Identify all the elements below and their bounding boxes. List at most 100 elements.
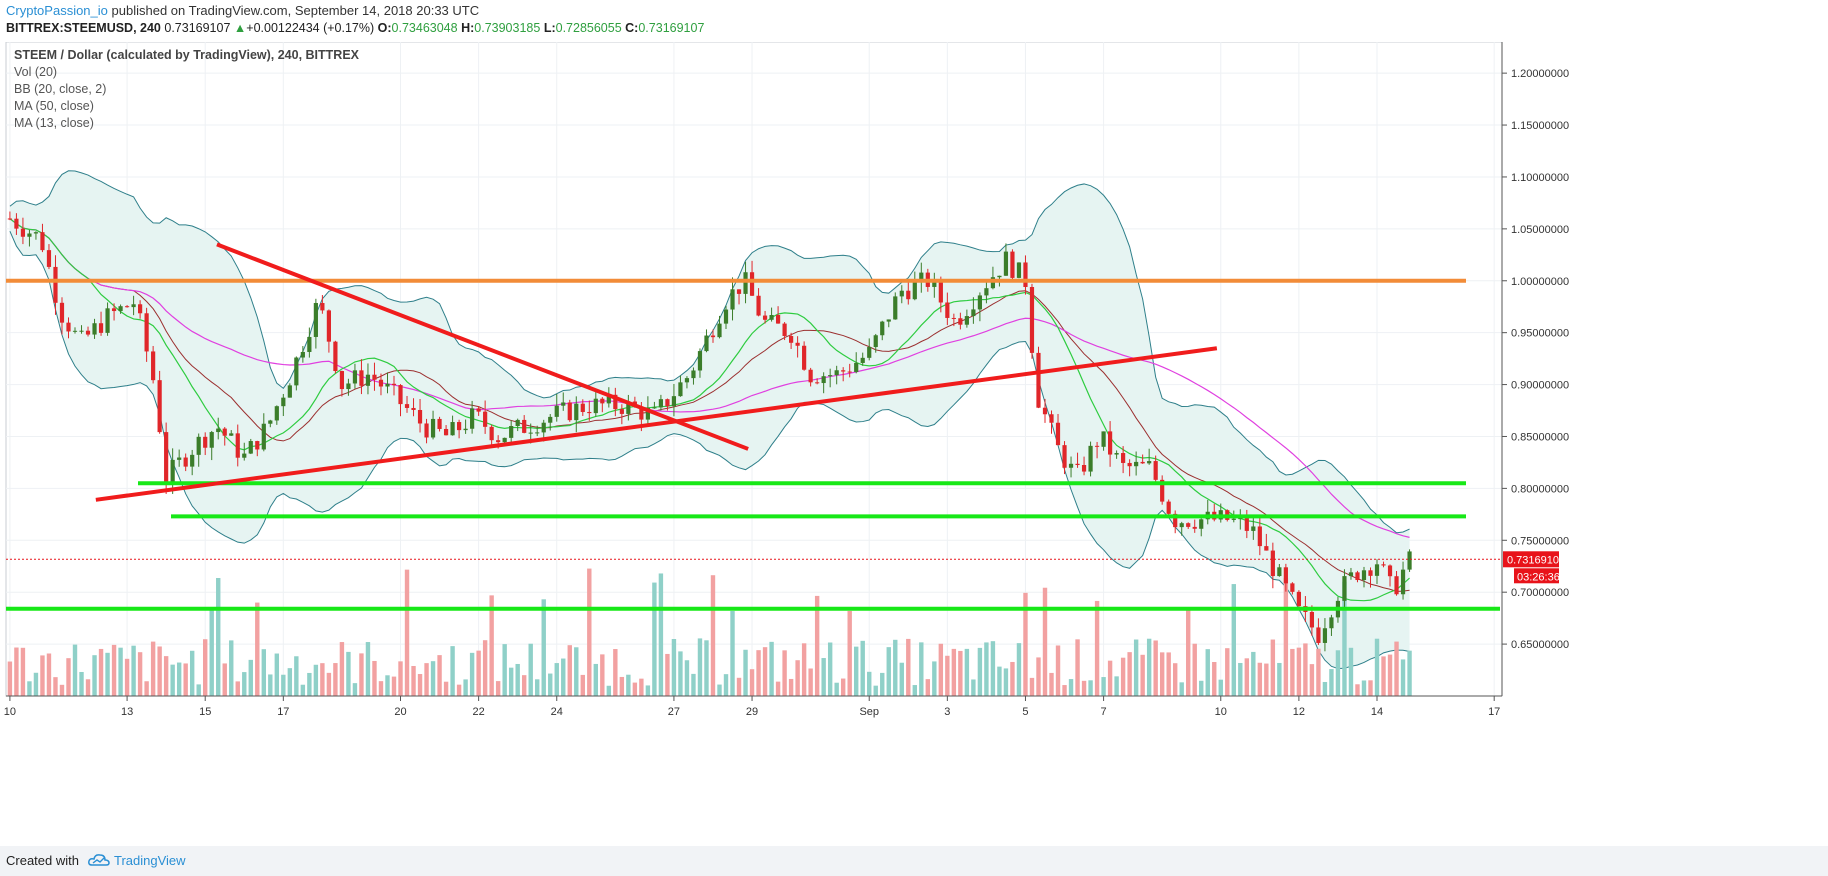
volume-bar xyxy=(730,610,735,696)
candle-body xyxy=(1394,576,1399,595)
volume-bar xyxy=(1309,664,1315,696)
countdown-tag xyxy=(1514,568,1559,584)
price-chart[interactable]: 1.20000000 1.15000000 1.10000000 1.05000000… xyxy=(0,42,1828,846)
volume-bar xyxy=(229,640,234,696)
candle-body xyxy=(66,322,71,332)
candle-body xyxy=(124,306,130,308)
candle-body xyxy=(456,422,462,431)
red-trend-line[interactable] xyxy=(95,346,1218,502)
candle-body xyxy=(704,335,709,352)
volume-bar xyxy=(958,650,963,696)
volume-bar xyxy=(847,610,852,696)
volume-bar xyxy=(144,681,149,696)
y-tick-label: 0.65000000 xyxy=(1511,639,1569,651)
volume-bar xyxy=(469,652,475,696)
volume-bar xyxy=(1264,663,1269,696)
x-tick-label: 27 xyxy=(668,706,680,718)
volume-bar xyxy=(652,582,657,696)
candle-body xyxy=(821,376,826,384)
volume-bar xyxy=(1146,638,1152,696)
candle-body xyxy=(762,315,768,320)
close-value: 0.73169107 xyxy=(638,21,705,35)
volume-bar xyxy=(684,660,690,696)
candle-body xyxy=(105,308,110,333)
drawn-lines[interactable] xyxy=(6,242,1500,611)
volume-bar xyxy=(1179,682,1184,696)
volume-bar xyxy=(274,653,280,696)
volume-bar xyxy=(834,682,839,696)
volume-bar xyxy=(541,599,546,696)
candle-body xyxy=(430,418,436,438)
volume-bar xyxy=(912,685,917,696)
candle-body xyxy=(398,385,403,405)
candle-body xyxy=(841,370,846,372)
volume-bar xyxy=(59,684,65,696)
x-tick-label: 24 xyxy=(551,706,563,718)
publisher-link[interactable]: CryptoPassion_io xyxy=(6,3,108,18)
candle-body xyxy=(1049,414,1054,423)
x-tick-label: 20 xyxy=(394,706,406,718)
candle-body xyxy=(574,403,579,421)
volume-bar xyxy=(1088,680,1093,696)
candle-body xyxy=(815,382,820,384)
tradingview-cloud-icon xyxy=(88,854,110,866)
volume-bar xyxy=(1277,662,1282,696)
candle-body xyxy=(131,304,136,308)
candle-body xyxy=(899,290,904,297)
candle-body xyxy=(320,302,325,311)
candle-body xyxy=(1121,453,1126,463)
volume-bar xyxy=(580,674,585,696)
candle-body xyxy=(203,436,208,448)
x-tick-label: 22 xyxy=(473,706,485,718)
candle-body xyxy=(1348,572,1354,577)
volume-bar xyxy=(320,663,325,696)
candle-body xyxy=(72,330,78,332)
volume-bar xyxy=(1186,607,1191,696)
candle-body xyxy=(274,406,279,421)
volume-bar xyxy=(600,654,605,696)
legend-bollinger[interactable]: BB (20, close, 2) xyxy=(14,82,106,96)
volume-bar xyxy=(53,677,58,696)
volume-bars xyxy=(7,568,1412,696)
candle-body xyxy=(190,454,195,467)
candle-body xyxy=(144,313,149,352)
volume-bar xyxy=(40,655,45,696)
legend-ma13[interactable]: MA (13, close) xyxy=(14,116,94,130)
y-tick-label: 0.80000000 xyxy=(1511,483,1569,495)
volume-bar xyxy=(1218,679,1223,696)
volume-bar xyxy=(743,649,748,696)
volume-bar xyxy=(163,656,169,696)
candle-body xyxy=(248,441,253,454)
volume-bar xyxy=(437,655,442,696)
red-trend-line[interactable] xyxy=(216,242,749,451)
moving-averages xyxy=(9,218,1410,602)
volume-bar xyxy=(170,664,175,696)
volume-bar xyxy=(658,573,664,696)
volume-bar xyxy=(788,678,794,696)
volume-bar xyxy=(554,663,559,696)
candle-body xyxy=(867,347,872,358)
volume-bar xyxy=(1029,677,1035,696)
volume-bar xyxy=(691,673,696,696)
volume-bar xyxy=(1081,680,1087,696)
candle-body xyxy=(1160,479,1165,502)
candle-body xyxy=(1329,617,1334,629)
volume-bar xyxy=(1166,652,1171,696)
candle-body xyxy=(1407,551,1412,570)
candle-body xyxy=(443,428,449,436)
tradingview-brand[interactable]: TradingView xyxy=(114,853,186,868)
candle-body xyxy=(294,357,299,386)
candle-body xyxy=(261,423,266,450)
legend-volume[interactable]: Vol (20) xyxy=(14,65,57,79)
volume-bar xyxy=(678,651,683,696)
candle-body xyxy=(945,302,950,318)
candle-body xyxy=(352,370,358,384)
volume-bar xyxy=(261,649,266,696)
volume-bar xyxy=(1212,662,1217,696)
volume-bar xyxy=(502,644,507,696)
legend-ma50[interactable]: MA (50, close) xyxy=(14,99,94,113)
volume-bar xyxy=(1199,680,1204,696)
low-label: L: xyxy=(543,21,556,35)
candle-body xyxy=(1147,461,1152,464)
candle-body xyxy=(151,351,156,381)
